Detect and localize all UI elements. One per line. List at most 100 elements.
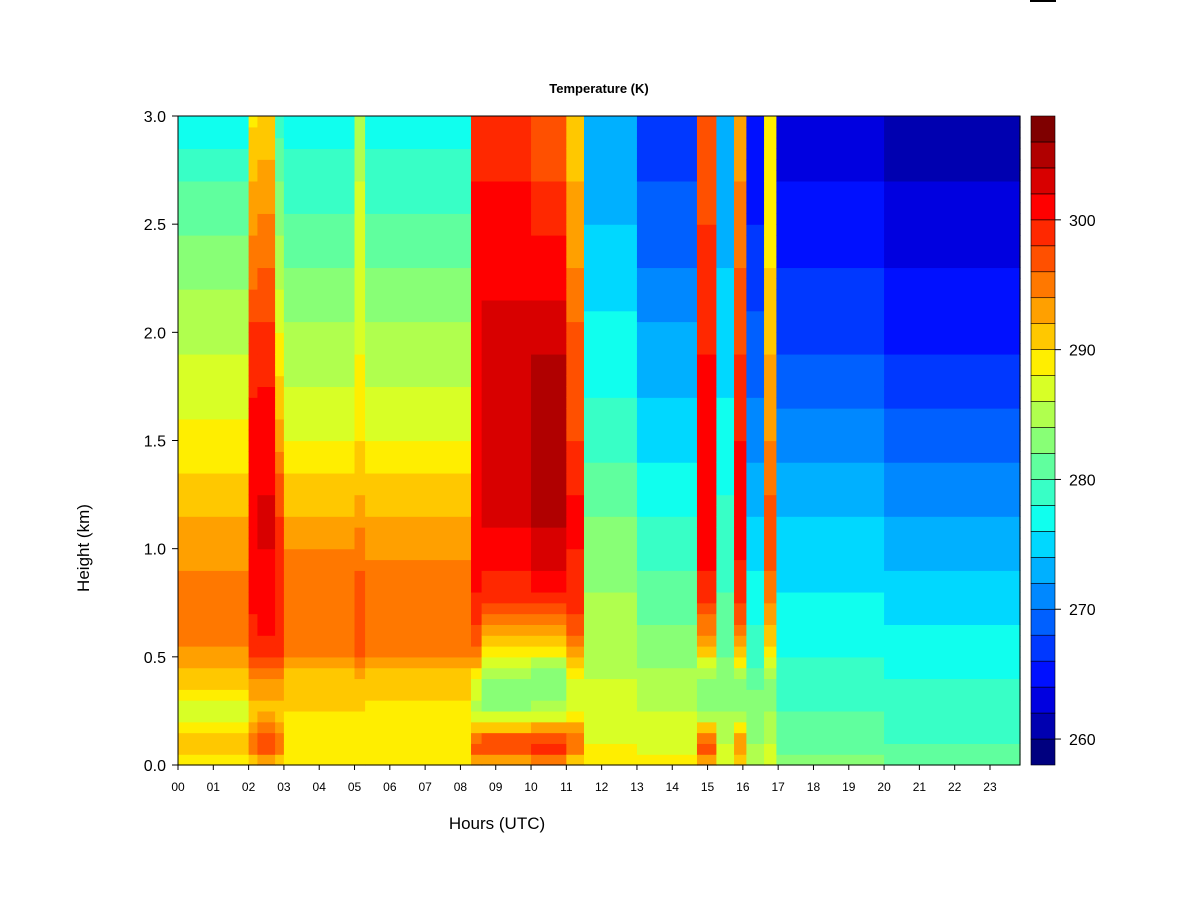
heatmap-cell bbox=[275, 472, 285, 485]
heatmap-cell bbox=[566, 170, 585, 182]
heatmap-cell bbox=[354, 245, 366, 258]
x-tick-label: 23 bbox=[983, 780, 997, 794]
heatmap-cell bbox=[248, 343, 259, 355]
heatmap-cell bbox=[764, 299, 778, 312]
heatmap-cell bbox=[636, 451, 698, 463]
heatmap-cell bbox=[776, 429, 885, 442]
heatmap-cell bbox=[178, 646, 250, 658]
heatmap-cell bbox=[248, 256, 259, 269]
heatmap-cell bbox=[734, 678, 747, 690]
heatmap-cell bbox=[248, 743, 259, 755]
heatmap-cell bbox=[884, 116, 1021, 128]
heatmap-cell bbox=[764, 148, 778, 160]
heatmap-cell bbox=[531, 624, 567, 636]
heatmap-cell bbox=[566, 537, 585, 550]
heatmap-cell bbox=[354, 343, 366, 355]
heatmap-cell bbox=[584, 537, 638, 550]
heatmap-cell bbox=[275, 537, 285, 550]
heatmap-cell bbox=[734, 224, 747, 236]
heatmap-cell bbox=[275, 353, 285, 366]
heatmap-cell bbox=[636, 700, 698, 712]
heatmap-cell bbox=[365, 397, 472, 409]
heatmap-cell bbox=[776, 202, 885, 214]
heatmap-cell bbox=[354, 613, 366, 625]
heatmap-cell bbox=[354, 581, 366, 593]
heatmap-cell bbox=[776, 462, 885, 474]
heatmap-cell bbox=[734, 700, 747, 712]
heatmap-cell bbox=[354, 732, 366, 744]
heatmap-cell bbox=[716, 267, 735, 279]
heatmap-cell bbox=[764, 289, 778, 301]
heatmap-cell bbox=[283, 148, 356, 160]
heatmap-cell bbox=[471, 364, 483, 377]
heatmap-cell bbox=[696, 418, 717, 431]
heatmap-cell bbox=[636, 537, 698, 550]
heatmap-cell bbox=[257, 364, 276, 377]
heatmap-cell bbox=[584, 505, 638, 517]
heatmap-cell bbox=[764, 494, 778, 506]
heatmap-cell bbox=[365, 289, 472, 301]
heatmap-cell bbox=[696, 721, 717, 734]
heatmap-cell bbox=[636, 234, 698, 247]
heatmap-cell bbox=[354, 137, 366, 150]
heatmap-cell bbox=[584, 429, 638, 442]
heatmap-cell bbox=[283, 170, 356, 182]
heatmap-cell bbox=[696, 245, 717, 258]
heatmap-cell bbox=[283, 570, 356, 582]
heatmap-cell bbox=[566, 721, 585, 734]
heatmap-cell bbox=[776, 710, 885, 723]
heatmap-cell bbox=[764, 591, 778, 604]
heatmap-cell bbox=[764, 656, 778, 669]
heatmap-cell bbox=[178, 462, 250, 474]
heatmap-cell bbox=[248, 494, 259, 506]
heatmap-cell bbox=[584, 494, 638, 506]
heatmap-cell bbox=[746, 710, 765, 723]
heatmap-cell bbox=[365, 321, 472, 333]
heatmap-cell bbox=[696, 310, 717, 323]
heatmap-cell bbox=[716, 289, 735, 301]
heatmap-cell bbox=[746, 148, 765, 160]
heatmap-cell bbox=[746, 429, 765, 442]
heatmap-cell bbox=[257, 548, 276, 561]
heatmap-cell bbox=[696, 137, 717, 150]
heatmap-cell bbox=[746, 559, 765, 571]
heatmap-cell bbox=[696, 397, 717, 409]
heatmap-cell bbox=[716, 743, 735, 755]
heatmap-cell bbox=[746, 202, 765, 214]
heatmap-cell bbox=[636, 397, 698, 409]
heatmap-cell bbox=[746, 678, 765, 690]
heatmap-cell bbox=[283, 137, 356, 150]
y-tick-label: 2.5 bbox=[144, 217, 166, 234]
heatmap-cell bbox=[696, 364, 717, 377]
y-tick-label: 0.0 bbox=[144, 758, 166, 775]
heatmap-cell bbox=[734, 656, 747, 669]
heatmap-cell bbox=[746, 743, 765, 755]
heatmap-cell bbox=[764, 721, 778, 734]
heatmap-cell bbox=[584, 159, 638, 171]
heatmap-cell bbox=[884, 191, 1021, 204]
heatmap-cell bbox=[584, 700, 638, 712]
heatmap-cell bbox=[884, 602, 1021, 615]
heatmap-cell bbox=[696, 278, 717, 290]
heatmap-cell bbox=[776, 581, 885, 593]
heatmap-cell bbox=[531, 375, 567, 388]
heatmap-cell bbox=[283, 397, 356, 409]
heatmap-cell bbox=[365, 180, 472, 193]
heatmap-cell bbox=[283, 256, 356, 269]
heatmap-cell bbox=[248, 299, 259, 312]
heatmap-cell bbox=[884, 635, 1021, 647]
heatmap-cell bbox=[481, 332, 532, 344]
heatmap-cell bbox=[636, 656, 698, 669]
heatmap-cell bbox=[178, 721, 250, 734]
heatmap-cell bbox=[365, 299, 472, 312]
heatmap-cell bbox=[275, 721, 285, 734]
heatmap-cell bbox=[178, 343, 250, 355]
heatmap-cell bbox=[248, 332, 259, 344]
heatmap-cell bbox=[248, 148, 259, 160]
heatmap-cell bbox=[283, 494, 356, 506]
heatmap-cell bbox=[248, 505, 259, 517]
heatmap-cell bbox=[471, 256, 483, 269]
heatmap-cell bbox=[471, 516, 483, 528]
heatmap-cell bbox=[734, 418, 747, 431]
